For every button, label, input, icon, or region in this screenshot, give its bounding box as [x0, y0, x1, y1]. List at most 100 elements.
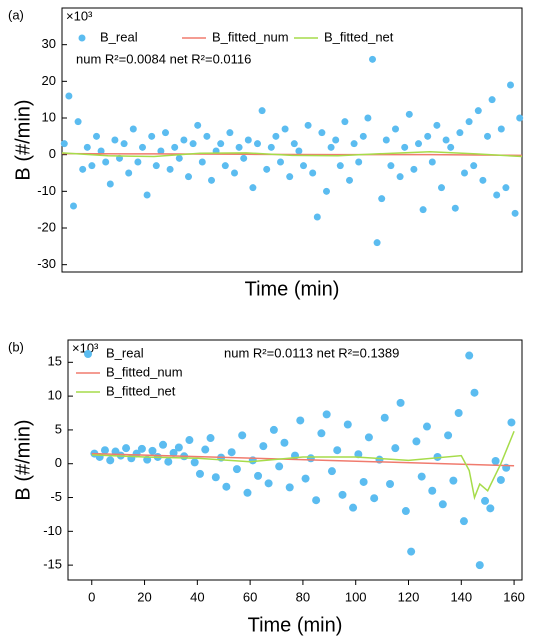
- legend-label: B_fitted_net: [106, 383, 176, 398]
- data-point: [359, 132, 367, 140]
- panel-label: (b): [8, 339, 24, 354]
- data-point: [226, 129, 234, 137]
- data-point: [343, 420, 352, 429]
- data-point: [349, 503, 358, 512]
- y-multiplier: ×10³: [66, 8, 93, 23]
- data-point: [405, 110, 413, 118]
- data-point: [341, 118, 349, 126]
- data-point: [444, 431, 453, 440]
- y-multiplier: ×10³: [72, 340, 99, 355]
- data-point: [465, 351, 474, 360]
- data-point: [106, 456, 115, 465]
- data-point: [301, 474, 310, 483]
- legend-label: B_fitted_net: [324, 29, 394, 44]
- x-tick-label: 100: [345, 589, 367, 604]
- data-point: [438, 184, 445, 192]
- y-tick-label: -5: [50, 489, 62, 504]
- data-point: [269, 425, 278, 434]
- y-tick-label: 15: [48, 354, 62, 369]
- data-point: [323, 187, 330, 195]
- data-point: [189, 140, 197, 148]
- data-point: [410, 165, 418, 173]
- data-point: [327, 143, 335, 151]
- y-axis-label: B (#/min): [12, 419, 34, 500]
- y-tick-label: 0: [49, 146, 56, 161]
- data-point: [290, 140, 298, 148]
- data-point: [507, 418, 516, 427]
- data-point: [244, 136, 252, 144]
- x-axis-label: Time (min): [245, 278, 340, 300]
- data-point: [222, 482, 231, 491]
- x-axis-label: Time (min): [248, 614, 343, 636]
- data-point: [232, 465, 241, 474]
- data-point: [475, 561, 484, 570]
- data-point: [449, 476, 458, 485]
- data-point: [327, 467, 336, 476]
- data-point: [286, 173, 294, 181]
- data-point: [338, 490, 347, 499]
- data-point: [280, 438, 289, 447]
- data-point: [122, 444, 131, 453]
- x-tick-label: 80: [296, 589, 310, 604]
- data-point: [428, 158, 436, 166]
- data-point: [217, 140, 225, 148]
- data-point: [382, 136, 390, 144]
- data-point: [235, 143, 243, 151]
- data-point: [190, 458, 199, 467]
- y-tick-label: 0: [55, 455, 62, 470]
- data-point: [451, 204, 459, 212]
- data-point: [442, 136, 450, 144]
- data-point: [296, 416, 305, 425]
- data-point: [370, 494, 379, 503]
- fit-line: [61, 152, 523, 157]
- data-point: [424, 132, 432, 140]
- data-point: [456, 129, 464, 137]
- data-point: [459, 517, 468, 526]
- y-tick-label: 10: [48, 388, 62, 403]
- data-point: [258, 107, 266, 115]
- data-point: [243, 488, 252, 497]
- data-point: [74, 118, 82, 126]
- data-point: [380, 413, 389, 422]
- data-point: [350, 140, 358, 148]
- data-point: [516, 114, 524, 122]
- data-point: [502, 184, 510, 192]
- data-point: [396, 173, 404, 181]
- data-point: [208, 176, 215, 184]
- data-point: [474, 107, 482, 115]
- data-point: [88, 162, 96, 170]
- data-point: [422, 422, 431, 431]
- data-point: [211, 473, 220, 482]
- y-tick-label: -30: [37, 256, 56, 271]
- fit-line: [91, 452, 515, 467]
- data-point: [164, 457, 173, 466]
- data-point: [231, 169, 238, 177]
- plot-frame: [67, 339, 523, 581]
- data-point: [322, 410, 331, 419]
- data-point: [174, 443, 183, 452]
- data-point: [295, 147, 303, 155]
- data-point: [454, 409, 463, 418]
- data-point: [143, 191, 151, 199]
- data-point: [148, 132, 156, 140]
- data-point: [306, 454, 315, 463]
- data-point: [359, 477, 368, 486]
- data-point: [317, 429, 326, 438]
- y-tick-label: 30: [42, 36, 56, 51]
- data-point: [93, 132, 100, 140]
- data-point: [195, 469, 204, 478]
- data-point: [470, 388, 479, 397]
- data-point: [70, 202, 77, 210]
- plot-frame: [61, 7, 523, 273]
- data-point: [461, 169, 468, 177]
- data-point: [470, 162, 478, 170]
- data-point: [491, 457, 500, 466]
- panel-label: (a): [8, 7, 24, 22]
- legend-marker: [84, 350, 92, 358]
- data-point: [83, 143, 91, 151]
- data-point: [254, 471, 263, 480]
- data-point: [169, 448, 178, 457]
- data-point: [387, 162, 395, 170]
- data-point: [277, 158, 284, 166]
